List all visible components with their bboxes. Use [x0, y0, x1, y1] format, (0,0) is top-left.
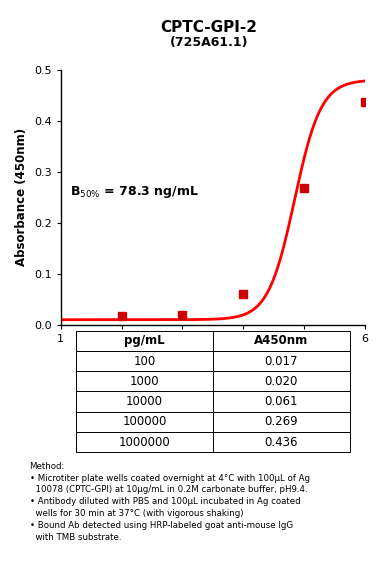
Text: (725A61.1): (725A61.1) [170, 36, 248, 49]
Y-axis label: Absorbance (450nm): Absorbance (450nm) [16, 128, 28, 266]
Text: B$_{50\%}$ = 78.3 ng/mL: B$_{50\%}$ = 78.3 ng/mL [70, 184, 199, 200]
Text: Method:
• Microtiter plate wells coated overnight at 4°C with 100μL of Ag
  1007: Method: • Microtiter plate wells coated … [30, 462, 310, 542]
Text: CPTC-GPI-2: CPTC-GPI-2 [160, 20, 258, 35]
X-axis label: Antibody Conc. (log pg/mL): Antibody Conc. (log pg/mL) [123, 349, 303, 362]
